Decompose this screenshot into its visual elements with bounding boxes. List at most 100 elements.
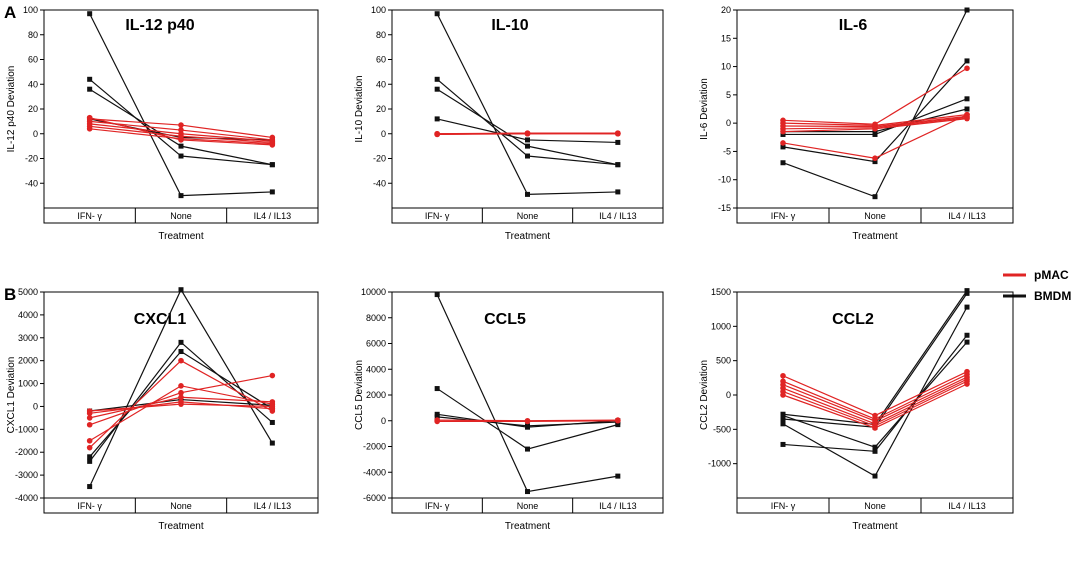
series-pmac: [434, 130, 621, 137]
series-bmdm: [780, 304, 970, 479]
series-bmdm: [780, 339, 970, 450]
data-point: [615, 473, 621, 479]
data-point: [872, 448, 878, 454]
series-bmdm: [434, 76, 621, 168]
series-line: [436, 294, 618, 493]
y-tick-label: -500: [713, 424, 731, 434]
data-point: [525, 153, 530, 159]
data-point: [178, 349, 184, 355]
series-line: [89, 78, 273, 166]
plot-frame: [736, 9, 1014, 224]
y-tick-label: 3000: [18, 333, 38, 343]
x-category-label: None: [864, 501, 886, 511]
series-bmdm: [780, 58, 970, 165]
panel-letter-a: A: [4, 3, 16, 22]
chart-title: CXCL1: [134, 311, 187, 328]
data-point: [269, 403, 276, 410]
chart-cxcl1: -4000 -3000 -2000 -1000 0 1000 2000 3000 4000 500…: [6, 287, 319, 532]
y-tick-label: 5000: [18, 287, 38, 297]
legend-label-bmdm: BMDM: [1034, 289, 1071, 303]
y-tick-label: 60: [376, 55, 386, 65]
y-tick-label: 15: [721, 33, 731, 43]
data-point: [269, 372, 276, 379]
y-tick-label: 0: [726, 390, 731, 400]
series-pmac: [86, 394, 276, 421]
x-category-label: IFN- γ: [425, 501, 450, 511]
legend: pMAC BMDM: [1003, 268, 1071, 303]
y-tick-label: 80: [376, 30, 386, 40]
y-tick-label: 60: [28, 55, 38, 65]
series-bmdm: [87, 11, 275, 199]
data-point: [780, 413, 786, 419]
y-tick-label: -10: [718, 175, 731, 185]
y-axis-label: IL-10 Deviation: [354, 75, 365, 142]
data-point: [780, 160, 786, 166]
y-tick-label: 500: [716, 356, 731, 366]
y-tick-label: 0: [33, 401, 38, 411]
series-pmac: [86, 401, 276, 414]
series-line: [782, 9, 968, 198]
series-bmdm: [434, 116, 621, 145]
data-point: [434, 86, 440, 92]
y-tick-label: 20: [376, 104, 386, 114]
y-tick-label: 2000: [366, 390, 386, 400]
chart-il-10: -40 -20 0 20 40 60 80 100 IFN- γ None IL4 / IL13 Tr…: [354, 5, 664, 242]
x-axis-label: Treatment: [852, 521, 897, 532]
x-category-label: None: [170, 211, 192, 221]
x-category-label: IFN- γ: [77, 501, 102, 511]
data-point: [87, 11, 93, 17]
y-tick-label: -5: [723, 146, 731, 156]
x-axis-label: Treatment: [852, 231, 897, 242]
chart-ccl5: -6000 -4000 -2000 0 2000 4000 6000 8000 10000 IFN…: [354, 287, 664, 532]
data-point: [87, 458, 93, 464]
data-point: [434, 11, 440, 17]
y-tick-label: 20: [721, 5, 731, 15]
data-point: [964, 58, 970, 64]
y-tick-label: 5: [726, 90, 731, 100]
data-point: [86, 421, 93, 428]
x-category-label: IL4 / IL13: [254, 211, 292, 221]
chart-title: IL-6: [839, 17, 868, 34]
data-point: [525, 489, 530, 495]
y-axis-label: IL-6 Deviation: [699, 78, 710, 140]
data-point: [964, 339, 970, 345]
data-point: [269, 440, 275, 446]
x-axis-label: Treatment: [158, 521, 203, 532]
data-point: [434, 386, 440, 392]
series-line: [782, 334, 968, 452]
y-tick-label: -20: [373, 154, 386, 164]
data-point: [524, 418, 531, 425]
data-point: [178, 287, 184, 293]
y-tick-label: 40: [28, 79, 38, 89]
data-point: [86, 444, 93, 451]
data-point: [780, 140, 786, 146]
data-point: [434, 130, 440, 137]
x-category-label: None: [517, 501, 539, 511]
data-point: [269, 189, 275, 195]
series-bmdm: [87, 86, 275, 168]
data-point: [780, 421, 786, 427]
data-point: [86, 415, 93, 421]
data-point: [434, 76, 440, 82]
data-point: [964, 65, 970, 72]
data-point: [434, 411, 440, 417]
x-category-label: None: [170, 501, 192, 511]
plot-frame: [43, 9, 319, 224]
data-point: [269, 142, 276, 148]
series-bmdm: [87, 76, 275, 168]
y-tick-label: -3000: [15, 470, 38, 480]
plot-frame: [736, 291, 1014, 514]
y-tick-label: -6000: [363, 493, 386, 503]
x-axis-label: Treatment: [505, 231, 550, 242]
data-point: [964, 290, 970, 296]
x-category-label: IL4 / IL13: [948, 211, 986, 221]
y-tick-label: 0: [726, 118, 731, 128]
data-point: [964, 96, 970, 102]
series-bmdm: [434, 86, 621, 168]
y-axis-label: CXCL1 Deviation: [6, 357, 17, 434]
y-axis-label: IL-12 p40 Deviation: [6, 66, 17, 153]
y-tick-label: 0: [381, 129, 386, 139]
data-point: [780, 128, 786, 135]
data-point: [872, 194, 878, 200]
